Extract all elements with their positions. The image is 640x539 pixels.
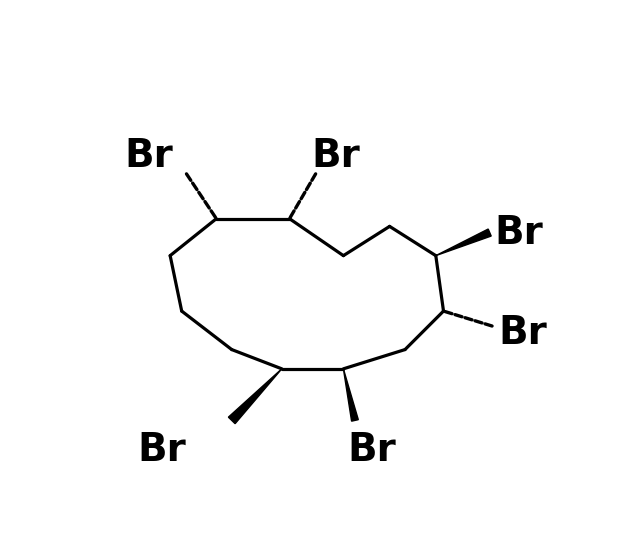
Text: Br: Br [137,431,186,469]
Polygon shape [436,229,492,255]
Polygon shape [344,369,358,421]
Text: Br: Br [311,136,360,175]
Polygon shape [228,369,282,424]
Text: Br: Br [494,213,543,252]
Text: Br: Br [498,314,547,351]
Text: Br: Br [348,431,396,469]
Text: Br: Br [124,136,173,175]
